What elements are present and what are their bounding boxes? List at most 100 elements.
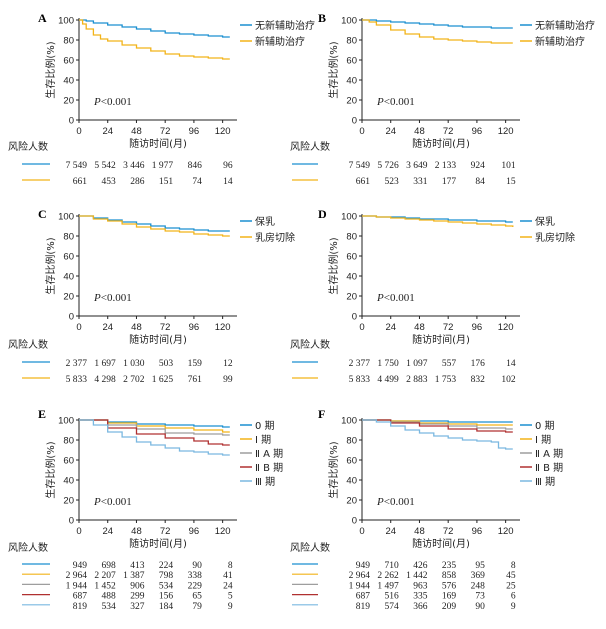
legend-label: 乳房切除: [535, 231, 575, 244]
at-risk-value: 248: [471, 581, 486, 591]
y-tick-label: 80: [346, 436, 357, 447]
at-risk-value: 2 964: [349, 571, 371, 581]
at-risk-value: 576: [442, 581, 457, 591]
at-risk-value: 949: [356, 561, 371, 571]
p-rest: <0.001: [101, 96, 132, 108]
at-risk-value: 12: [223, 359, 233, 369]
legend-label: 0 期: [535, 420, 555, 432]
y-tick-label: 40: [346, 476, 357, 487]
at-risk-value: 184: [159, 602, 174, 612]
at-risk-value: 6: [511, 592, 516, 602]
x-tick-label: 72: [443, 322, 454, 333]
at-risk-value: 229: [188, 581, 203, 591]
x-tick-label: 96: [189, 322, 200, 333]
x-tick-label: 0: [76, 322, 81, 333]
p-letter: P: [93, 496, 101, 508]
x-tick-label: 96: [189, 126, 200, 137]
p-letter: P: [376, 292, 384, 304]
x-axis-label: 随访时间(月): [129, 137, 187, 150]
at-risk-value: 819: [73, 602, 88, 612]
at-risk-value: 557: [442, 359, 457, 369]
y-tick-label: 0: [69, 312, 74, 323]
risk-table-title: 风险人数: [290, 140, 330, 153]
x-tick-label: 48: [414, 526, 425, 537]
at-risk-value: 1 442: [406, 571, 428, 581]
at-risk-value: 1 944: [66, 581, 88, 591]
at-risk-value: 761: [188, 375, 203, 385]
at-risk-value: 1 452: [94, 581, 116, 591]
panel-letter: E: [38, 407, 46, 421]
y-tick-label: 60: [346, 252, 357, 263]
km-panel-c: C 0 20 40 60 80 100 0 24 48 72 96 120 随访时间(月) 生存比例(%) P…: [8, 207, 295, 385]
at-risk-value: 661: [73, 177, 88, 187]
x-tick-label: 120: [215, 526, 231, 537]
at-risk-value: 1 387: [123, 571, 145, 581]
at-risk-value: 924: [471, 161, 486, 171]
at-risk-value: 906: [130, 581, 145, 591]
at-risk-value: 24: [223, 581, 233, 591]
x-tick-label: 24: [385, 526, 396, 537]
at-risk-value: 286: [130, 177, 145, 187]
at-risk-value: 5 726: [377, 161, 399, 171]
at-risk-value: 73: [475, 592, 485, 602]
y-axis-label: 生存比例(%): [327, 41, 340, 98]
at-risk-value: 99: [223, 375, 233, 385]
y-tick-label: 40: [346, 272, 357, 283]
at-risk-value: 2 262: [377, 571, 399, 581]
y-tick-label: 0: [69, 516, 74, 527]
legend-label: 新辅助治疗: [255, 35, 305, 48]
y-tick-label: 100: [341, 416, 357, 427]
at-risk-value: 14: [506, 359, 516, 369]
x-axis-label: 随访时间(月): [129, 333, 187, 346]
p-rest: <0.001: [101, 292, 132, 304]
x-tick-label: 120: [498, 322, 514, 333]
y-tick-label: 40: [346, 76, 357, 87]
legend-label: 新辅助治疗: [535, 35, 585, 48]
km-panel-f: F 0 20 40 60 80 100 0 24 48 72 96 120 随访时间(月) 生存比例(%) P…: [290, 407, 563, 612]
p-value: P<0.001: [93, 496, 132, 508]
curve-b-0: [362, 19, 513, 29]
y-tick-label: 20: [346, 96, 357, 107]
at-risk-value: 96: [223, 161, 233, 171]
x-tick-label: 0: [359, 526, 364, 537]
y-tick-label: 20: [346, 496, 357, 507]
p-rest: <0.001: [384, 292, 415, 304]
curve-a-1: [79, 19, 230, 60]
y-tick-label: 20: [63, 96, 74, 107]
legend-label: 0 期: [255, 420, 275, 432]
at-risk-value: 366: [413, 602, 428, 612]
at-risk-value: 661: [356, 177, 371, 187]
y-tick-label: 0: [352, 312, 357, 323]
legend-label: Ⅱ B 期: [255, 462, 283, 474]
x-tick-label: 48: [131, 526, 142, 537]
p-value: P<0.001: [93, 292, 132, 304]
x-tick-label: 72: [160, 126, 171, 137]
x-tick-label: 0: [359, 322, 364, 333]
x-tick-label: 120: [215, 126, 231, 137]
at-risk-value: 1 750: [377, 359, 399, 369]
at-risk-value: 1 497: [377, 581, 399, 591]
at-risk-value: 858: [442, 571, 457, 581]
x-axis-label: 随访时间(月): [412, 137, 470, 150]
at-risk-value: 299: [130, 592, 145, 602]
y-tick-label: 100: [341, 16, 357, 27]
at-risk-value: 15: [506, 177, 516, 187]
curve-e-4: [79, 419, 230, 456]
p-rest: <0.001: [384, 96, 415, 108]
at-risk-value: 1 030: [123, 359, 145, 369]
km-panel-b: B 0 20 40 60 80 100 0 24 48 72 96 120 随访时间(月) 生存比例(%) P…: [290, 11, 595, 187]
y-tick-label: 40: [63, 272, 74, 283]
at-risk-value: 8: [228, 561, 233, 571]
at-risk-value: 523: [384, 177, 399, 187]
at-risk-value: 534: [159, 581, 174, 591]
at-risk-value: 156: [159, 592, 174, 602]
at-risk-value: 169: [442, 592, 457, 602]
at-risk-value: 2 133: [435, 161, 457, 171]
y-tick-label: 0: [352, 516, 357, 527]
x-tick-label: 96: [472, 322, 483, 333]
y-tick-label: 20: [63, 292, 74, 303]
curve-b-1: [362, 19, 513, 44]
at-risk-value: 335: [413, 592, 428, 602]
curve-a-0: [79, 19, 230, 38]
